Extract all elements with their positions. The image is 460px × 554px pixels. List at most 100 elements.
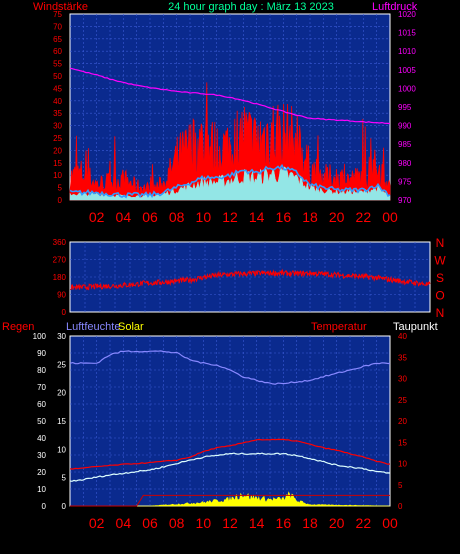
rain-y-tick-label: 10: [37, 485, 46, 494]
wind-x-tick-label: 10: [196, 209, 212, 225]
humidity-x-tick-label: 00: [382, 515, 398, 531]
wind-x-tick-label: 08: [169, 209, 185, 225]
direction-series-line: [69, 268, 431, 291]
wind-x-tick-label: 18: [302, 209, 318, 225]
wind-y-tick-label: 75: [53, 10, 62, 19]
temperature-y-tick-label: 25: [398, 396, 407, 405]
pressure-y-tick-label: 995: [398, 103, 412, 112]
rain-y-tick-label: 90: [37, 349, 46, 358]
humidity-temperature-panel: 0102030405060708090100051015202530051015…: [33, 332, 408, 531]
wind-pressure-panel: 0510152025303540455055606570759709759809…: [53, 10, 416, 225]
wind-x-tick-label: 06: [142, 209, 158, 225]
wind-x-tick-label: 16: [276, 209, 292, 225]
wind-x-tick-label: 00: [382, 209, 398, 225]
direction-compass-label: W: [434, 254, 446, 268]
pressure-y-tick-label: 1020: [398, 10, 416, 19]
wind-series-line: [69, 163, 391, 199]
direction-y-tick-label: 360: [53, 238, 67, 247]
pressure-y-tick-label: 1010: [398, 47, 416, 56]
wind-y-tick-label: 60: [53, 47, 62, 56]
temperature-y-tick-label: 10: [398, 460, 407, 469]
label-luftdruck: Luftdruck: [372, 1, 418, 13]
rain-series-line: [70, 494, 390, 507]
pressure-y-tick-label: 985: [398, 140, 412, 149]
wind-y-tick-label: 0: [58, 196, 63, 205]
direction-y-tick-label: 90: [57, 291, 66, 300]
rain-y-tick-label: 0: [42, 502, 47, 511]
temperature-y-tick-label: 5: [398, 481, 403, 490]
dewpoint-series-line: [69, 452, 391, 482]
label-taupunkt: Taupunkt: [393, 321, 438, 333]
wind-y-tick-label: 20: [53, 146, 62, 155]
label-windstaerke: Windstärke: [33, 1, 88, 13]
temperature-y-tick-label: 20: [398, 417, 407, 426]
temperature-y-tick-label: 0: [398, 502, 403, 511]
temperature-y-tick-label: 40: [398, 332, 407, 341]
humidity-x-tick-label: 18: [302, 515, 318, 531]
pressure-y-tick-label: 1015: [398, 29, 416, 38]
wind-y-tick-label: 25: [53, 134, 62, 143]
pressure-y-tick-label: 970: [398, 196, 412, 205]
humidity-x-tick-label: 10: [196, 515, 212, 531]
direction-compass-label: O: [435, 289, 444, 303]
wind-y-tick-label: 45: [53, 84, 62, 93]
direction-y-tick-label: 270: [53, 256, 67, 265]
wind-x-tick-label: 20: [329, 209, 345, 225]
humidity-y-tick-label: 5: [62, 474, 67, 483]
pressure-y-tick-label: 1000: [398, 84, 416, 93]
pressure-y-tick-label: 975: [398, 177, 412, 186]
rain-y-tick-label: 30: [37, 451, 46, 460]
humidity-y-tick-label: 0: [62, 502, 67, 511]
direction-compass-label: N: [436, 306, 445, 320]
rain-y-tick-label: 80: [37, 366, 46, 375]
humidity-y-tick-label: 20: [57, 389, 66, 398]
wind-fill-area: [69, 165, 391, 201]
wind-x-tick-label: 12: [222, 209, 238, 225]
rain-y-tick-label: 60: [37, 400, 46, 409]
humidity-x-tick-label: 12: [222, 515, 238, 531]
wind-y-tick-label: 35: [53, 109, 62, 118]
rain-y-tick-label: 50: [37, 417, 46, 426]
humidity-y-tick-label: 30: [57, 332, 66, 341]
humidity-x-tick-label: 20: [329, 515, 345, 531]
rain-y-tick-label: 40: [37, 434, 46, 443]
rain-y-tick-label: 20: [37, 468, 46, 477]
humidity-y-tick-label: 10: [57, 445, 66, 454]
humidity-y-tick-label: 25: [57, 360, 66, 369]
temperature-y-tick-label: 30: [398, 375, 407, 384]
label-regen: Regen: [2, 321, 34, 333]
wind-y-tick-label: 55: [53, 60, 62, 69]
direction-y-tick-label: 0: [62, 308, 67, 317]
pressure-y-tick-label: 990: [398, 122, 412, 131]
wind-y-tick-label: 40: [53, 97, 62, 106]
wind-y-tick-label: 70: [53, 22, 62, 31]
rain-y-tick-label: 70: [37, 383, 46, 392]
direction-y-tick-label: 180: [53, 273, 67, 282]
direction-compass-label: N: [436, 236, 445, 250]
humidity-x-tick-label: 22: [356, 515, 372, 531]
direction-compass-label: S: [436, 271, 444, 285]
wind-y-tick-label: 50: [53, 72, 62, 81]
label-solar: Solar: [118, 321, 144, 333]
humidity-x-tick-label: 08: [169, 515, 185, 531]
pressure-y-tick-label: 980: [398, 159, 412, 168]
wind-x-tick-label: 04: [116, 209, 132, 225]
humidity-x-tick-label: 06: [142, 515, 158, 531]
humidity-x-tick-label: 04: [116, 515, 132, 531]
wind-y-tick-label: 5: [58, 184, 63, 193]
chart-title: 24 hour graph day : März 13 2023: [168, 1, 334, 13]
wind-x-tick-label: 22: [356, 209, 372, 225]
wind-x-tick-label: 02: [89, 209, 105, 225]
pressure-y-tick-label: 1005: [398, 66, 416, 75]
pressure-series-line: [69, 67, 391, 125]
humidity-x-tick-label: 16: [276, 515, 292, 531]
temperature-y-tick-label: 15: [398, 438, 407, 447]
rain-y-tick-label: 100: [33, 332, 47, 341]
wind-y-tick-label: 30: [53, 122, 62, 131]
wind-y-tick-label: 65: [53, 35, 62, 44]
label-luftfeuchte: Luftfeuchte: [66, 321, 120, 333]
wind-y-tick-label: 15: [53, 159, 62, 168]
temperature-series-line: [69, 438, 391, 470]
